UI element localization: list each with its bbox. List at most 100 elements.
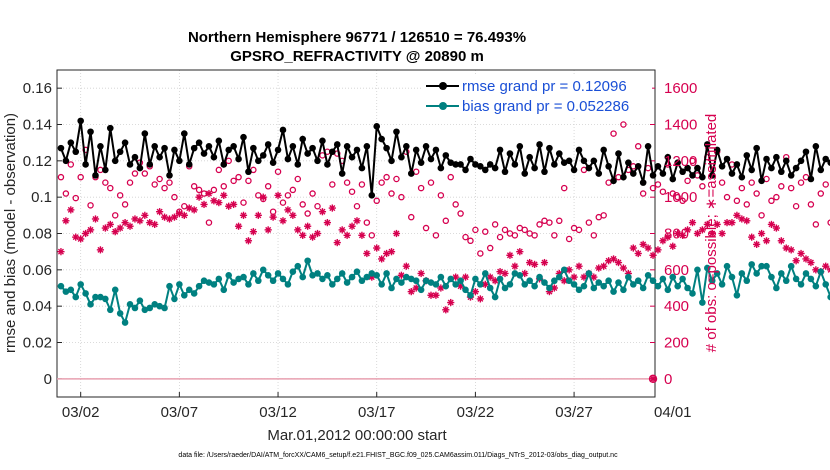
asterisk-stroke — [358, 232, 365, 239]
assimilated-obs-point — [639, 240, 647, 248]
x-tick-label: 03/07 — [161, 404, 199, 421]
assimilated-obs-point — [461, 273, 470, 281]
possible-obs-point — [126, 179, 134, 186]
asterisk-stroke — [319, 208, 326, 215]
rmse-point — [141, 130, 149, 137]
possible-obs-point — [457, 210, 464, 217]
bias-point — [319, 275, 326, 283]
rmse-point — [511, 161, 519, 168]
assimilated-obs-point — [442, 306, 450, 314]
asterisk-stroke — [615, 259, 622, 266]
bias-point — [807, 275, 815, 283]
assimilated-obs-point — [447, 298, 455, 307]
rmse-point — [629, 170, 637, 177]
asterisk-stroke — [501, 270, 509, 277]
asterisk-stroke — [196, 194, 203, 201]
rmse-point — [467, 155, 474, 163]
bias-point — [304, 257, 311, 265]
asterisk-stroke — [728, 219, 735, 226]
possible-obs-point — [358, 181, 366, 188]
asterisk-stroke — [472, 288, 479, 295]
assimilated-obs-point — [373, 244, 381, 252]
assimilated-obs-point — [757, 229, 766, 238]
left-y-tick-label: 0.06 — [23, 262, 52, 279]
assimilated-obs-point — [318, 208, 327, 216]
rmse-point — [136, 164, 144, 172]
bias-point — [264, 271, 272, 279]
possible-obs-point — [822, 181, 829, 188]
asterisk-stroke — [334, 239, 341, 246]
assimilated-obs-point — [708, 229, 716, 238]
rmse-point — [250, 144, 257, 152]
possible-obs-point — [639, 190, 647, 197]
possible-obs-point — [654, 181, 662, 188]
asterisk-stroke — [610, 255, 617, 262]
bias-point — [230, 279, 237, 286]
plot-frame — [56, 69, 656, 398]
possible-obs-point — [343, 179, 351, 186]
bias-point — [338, 270, 346, 277]
bias-point — [166, 282, 173, 290]
asterisk-stroke — [156, 208, 163, 215]
rmse-point — [97, 143, 104, 150]
assimilated-obs-point — [249, 228, 257, 236]
asterisk-stroke — [640, 241, 647, 248]
rmse-point — [437, 164, 445, 172]
assimilated-obs-point — [353, 217, 361, 225]
bias-point — [289, 268, 297, 275]
assimilated-obs-point — [471, 288, 480, 296]
asterisk-stroke — [758, 230, 765, 237]
asterisk-stroke — [324, 219, 331, 226]
x-tick-labels: 03/02 03/07 03/12 03/17 03/22 03/27 04/01 — [62, 404, 692, 421]
rmse-point — [353, 146, 361, 154]
rmse-point — [555, 150, 563, 157]
asterisk-stroke — [97, 246, 104, 253]
bias-point — [679, 275, 686, 283]
assimilated-obs-point — [82, 229, 90, 238]
right-y-tick-label: 1600 — [664, 80, 697, 97]
bias-point — [259, 266, 267, 274]
possible-obs-point — [225, 157, 232, 165]
rmse-point — [432, 146, 440, 154]
x-tick-label: 03/22 — [457, 404, 495, 421]
bias-point — [378, 281, 385, 288]
possible-obs-point — [87, 202, 94, 209]
bias-point — [146, 304, 154, 312]
rmse-point — [102, 166, 109, 174]
rmse-point — [195, 139, 203, 146]
possible-obs-point — [496, 233, 504, 241]
possible-obs-point — [171, 193, 178, 201]
rmse-point — [106, 124, 114, 132]
asterisk-stroke — [738, 215, 745, 222]
possible-obs-point — [551, 232, 558, 239]
asterisk-stroke — [566, 266, 573, 273]
bias-point — [87, 301, 94, 308]
left-y-tick-label: 0.14 — [23, 117, 52, 134]
bias-point — [72, 293, 80, 301]
rmse-point — [146, 161, 154, 168]
rmse-point — [718, 162, 726, 170]
grid — [57, 70, 655, 397]
possible-obs-point — [743, 201, 751, 208]
possible-obs-point — [585, 219, 593, 226]
asterisk-stroke — [763, 237, 770, 244]
rmse-point — [516, 143, 524, 150]
rmse-point — [644, 143, 652, 150]
assimilated-obs-point — [703, 220, 711, 229]
assimilated-obs-point — [654, 246, 662, 254]
bias-point — [620, 286, 627, 294]
asterisk-stroke — [141, 212, 148, 219]
rmse-point — [338, 170, 346, 177]
asterisk-stroke — [176, 210, 183, 217]
rmse-point — [748, 166, 756, 174]
bias-point — [565, 277, 573, 285]
asterisk-stroke — [620, 265, 627, 272]
rmse-point — [299, 135, 307, 143]
bias-point — [699, 299, 706, 306]
asterisk-stroke — [339, 226, 346, 233]
assimilated-obs-point — [787, 246, 795, 254]
bias-point — [477, 281, 484, 288]
asterisk-stroke — [363, 250, 370, 257]
bias-point — [639, 284, 647, 292]
